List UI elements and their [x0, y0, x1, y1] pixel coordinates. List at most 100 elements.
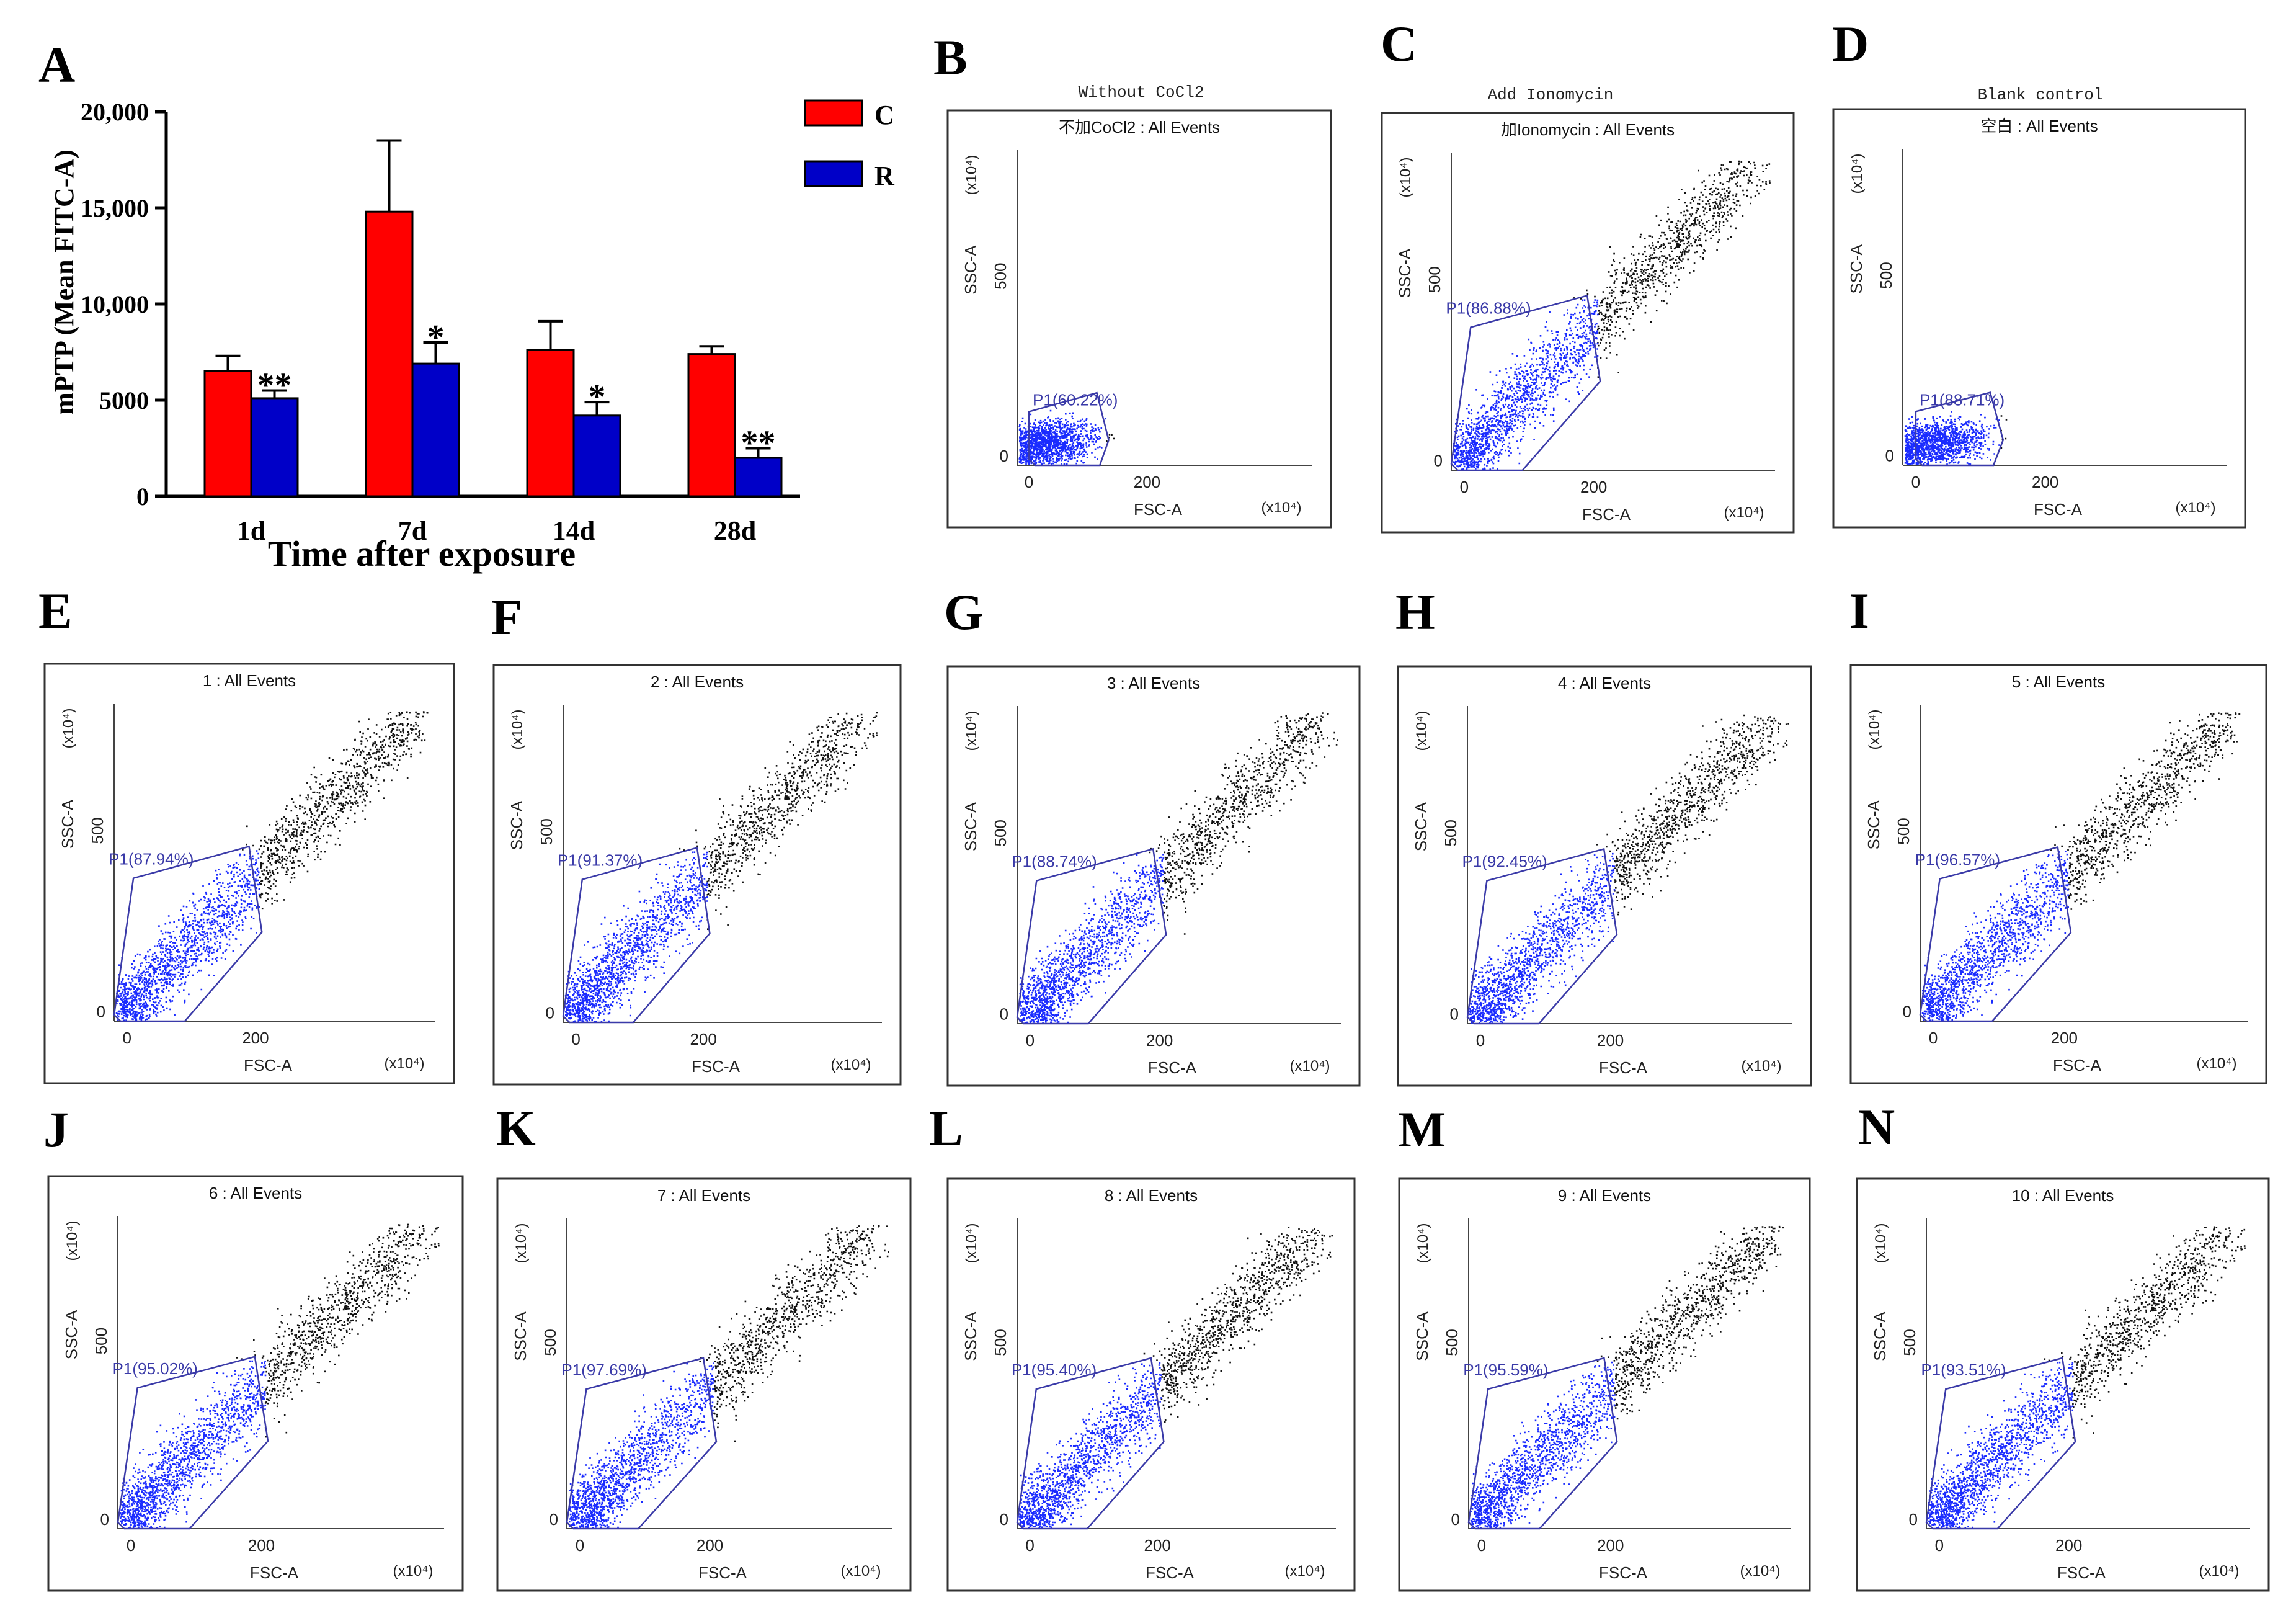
gate-p1 — [1466, 847, 1618, 1025]
significance-marker: ** — [257, 367, 292, 405]
x-tick-label: 0 — [1025, 1536, 1034, 1555]
y-tick-label: 0 — [1451, 1510, 1460, 1529]
legend-swatch-R — [804, 160, 863, 187]
y-multiplier: (x10⁴) — [1866, 710, 1883, 750]
x-multiplier: (x10⁴) — [1290, 1058, 1330, 1075]
flow-panel-c: C Add Ionomycin 加Ionomycin : All Events 0 20… — [1381, 16, 1795, 534]
y-axis-label: SSC-A — [1847, 244, 1866, 293]
legend-label-R: R — [874, 161, 895, 191]
y-tick-label: 0 — [1909, 1510, 1918, 1529]
gate-label: P1(95.59%) — [1463, 1361, 1548, 1379]
x-tick-label: 0 — [1477, 1536, 1486, 1555]
y-multiplier: (x10⁴) — [513, 1223, 530, 1264]
x-axis-title: Time after exposure — [268, 534, 576, 574]
y-tick-label: 0 — [1000, 447, 1008, 465]
gate-percent: 96.57% — [1940, 851, 1995, 869]
scatter-events — [1018, 409, 1115, 465]
bar-R-14d — [572, 414, 621, 498]
x-multiplier: (x10⁴) — [1724, 504, 1764, 521]
gate-p1 — [1467, 1357, 1618, 1530]
gate-percent: 97.69% — [587, 1361, 641, 1379]
gated-events — [1904, 411, 2000, 465]
panel-letter-c: C — [1381, 16, 1417, 72]
x-tick-label: 200 — [1134, 473, 1160, 491]
panel-letter-f: F — [491, 589, 522, 645]
x-tick-label: 1d — [237, 516, 265, 546]
flow-panel-g: G 3 : All Events 0 200 0 500 FSC-A (x10⁴) SSC-A (… — [944, 584, 1361, 1087]
y-axis-label: SSC-A — [1395, 248, 1414, 298]
y-tick-label: 500 — [537, 818, 556, 845]
gate-label: P1(88.74%) — [1012, 852, 1097, 871]
x-axis-label: FSC-A — [692, 1057, 741, 1076]
bar-R-7d — [411, 362, 460, 498]
y-multiplier: (x10⁴) — [509, 710, 526, 750]
gate-label: P1(60.22%) — [1033, 391, 1118, 409]
gate-label: P1(86.88%) — [1446, 299, 1531, 318]
gate-p1 — [566, 1357, 718, 1530]
y-tick-label: 500 — [1877, 262, 1895, 288]
panel-caption: Without CoCl2 — [1079, 83, 1204, 102]
flow-panel-frame — [1849, 664, 2267, 1084]
panel-letter-b: B — [933, 29, 968, 86]
x-tick-label: 200 — [2055, 1536, 2082, 1555]
gate-percent: 92.45% — [1487, 852, 1542, 871]
scatter-events — [1018, 1227, 1333, 1529]
scatter-events — [564, 712, 878, 1022]
flow-panel-frame — [43, 663, 455, 1084]
panel-letter-h: H — [1395, 584, 1435, 640]
flow-panel-f: F 2 : All Events 0 200 0 500 FSC-A (x10⁴) SSC-A (… — [491, 589, 902, 1086]
y-multiplier: (x10⁴) — [60, 708, 77, 749]
scatter-events — [1469, 714, 1789, 1024]
x-tick-label: 200 — [1146, 1031, 1173, 1050]
y-tick-label: 0 — [1885, 447, 1894, 465]
bar-chart-legend: CR — [804, 99, 895, 191]
x-multiplier: (x10⁴) — [2199, 1563, 2240, 1579]
y-axis-label: SSC-A — [961, 802, 980, 851]
gated-events — [1928, 1361, 2074, 1529]
gate-name: P1 — [1463, 1361, 1483, 1379]
y-tick-label: 0 — [97, 1003, 105, 1021]
significance-marker: * — [589, 378, 606, 416]
x-axis-label: FSC-A — [250, 1563, 299, 1582]
ungated-events — [236, 1223, 440, 1438]
x-tick-label: 200 — [1580, 478, 1607, 496]
gate-label: P1(96.57%) — [1915, 851, 2000, 869]
y-multiplier: (x10⁴) — [1849, 154, 1866, 194]
x-axis-label: FSC-A — [1146, 1563, 1195, 1582]
y-multiplier: (x10⁴) — [963, 155, 980, 195]
gate-name: P1 — [1921, 1361, 1941, 1379]
x-tick-label: 0 — [571, 1030, 580, 1048]
panel-letter-k: K — [496, 1100, 536, 1156]
plot-title: 6 : All Events — [209, 1184, 302, 1202]
gate-label: P1(88.71%) — [1920, 390, 2005, 409]
flow-panel-i: I 5 : All Events 0 200 0 500 FSC-A (x10⁴) SSC-A (… — [1849, 583, 2267, 1084]
flow-panel-h: H 4 : All Events 0 200 0 500 FSC-A (x10⁴) SSC-A (… — [1395, 584, 1812, 1087]
gate-percent: 95.59% — [1488, 1361, 1543, 1379]
gate-paren-close: ) — [641, 1361, 647, 1379]
gate-name: P1 — [1033, 391, 1052, 409]
panel-letter-a: A — [38, 37, 75, 93]
gate-paren-open: ( — [128, 850, 134, 869]
y-tick-label: 0 — [1000, 1005, 1008, 1024]
scatter-events — [1904, 411, 2008, 465]
flow-panel-frame — [492, 664, 902, 1086]
gated-events — [564, 851, 708, 1022]
y-axis-label: SSC-A — [961, 1311, 980, 1361]
gate-paren-close: ) — [1542, 852, 1547, 871]
gate-label: P1(95.02%) — [113, 1359, 198, 1378]
legend-label-C: C — [874, 100, 894, 130]
gate-paren-open: ( — [1482, 852, 1487, 871]
y-tick-label: 0 — [1434, 452, 1443, 470]
gate-label: P1(97.69%) — [561, 1361, 646, 1379]
flow-panel-n: N 10 : All Events 0 200 0 500 FSC-A (x10⁴) SSC-A… — [1856, 1099, 2270, 1592]
bar-C-14d — [526, 349, 575, 498]
gated-events — [568, 1362, 715, 1529]
flow-panel-frame — [1398, 1177, 1811, 1592]
x-multiplier: (x10⁴) — [1285, 1563, 1325, 1579]
x-tick-label: 200 — [2032, 473, 2058, 491]
x-tick-label: 200 — [2051, 1029, 2078, 1047]
gate-percent: 93.51% — [1946, 1361, 2001, 1379]
y-tick-label: 10,000 — [81, 290, 149, 318]
x-axis-label: FSC-A — [1582, 505, 1631, 524]
gate-label: P1(92.45%) — [1462, 852, 1547, 871]
